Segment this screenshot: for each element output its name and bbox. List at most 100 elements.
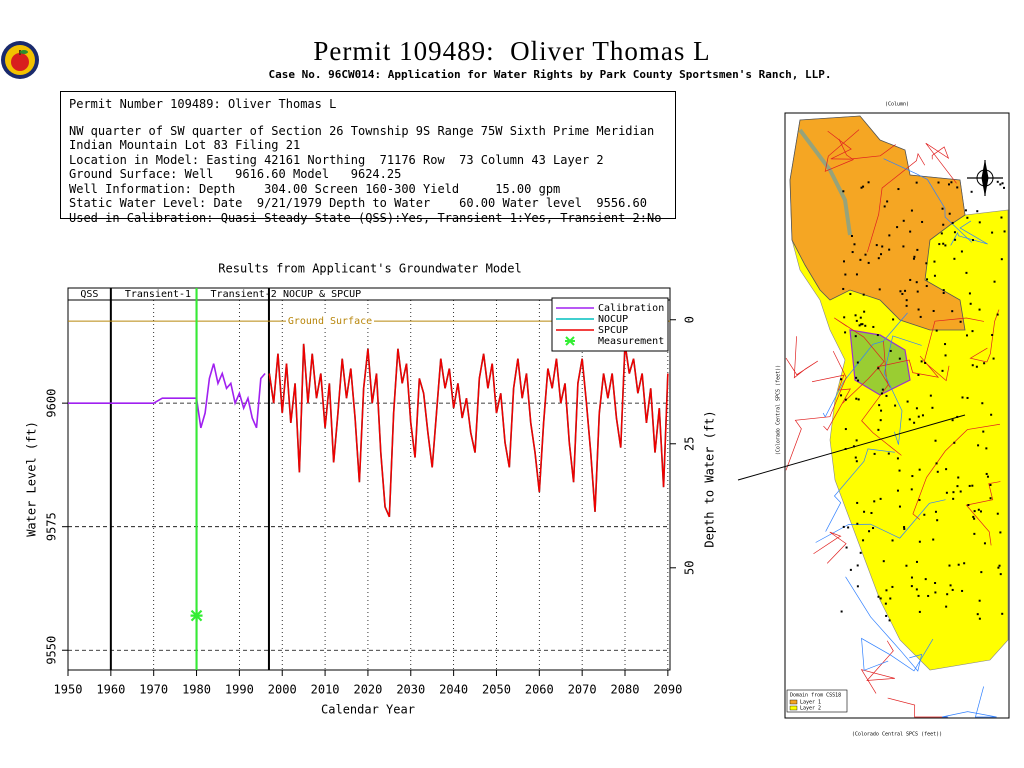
map-x-label: (Colorado Central SPCS (feet)) — [852, 732, 942, 738]
map-well — [991, 333, 994, 336]
map-well — [849, 292, 852, 295]
map-well — [983, 542, 986, 545]
map-well — [888, 234, 891, 237]
map-well — [945, 605, 948, 608]
map-well — [967, 504, 970, 507]
map-road — [861, 637, 934, 672]
map-well — [1001, 612, 1004, 615]
map-road — [811, 374, 851, 431]
map-well — [961, 396, 964, 399]
map-well — [931, 406, 934, 409]
map-well — [844, 428, 847, 431]
map-well — [951, 419, 954, 422]
map-well — [845, 546, 848, 549]
map-well — [885, 394, 888, 397]
map-well — [942, 289, 945, 292]
map-well — [842, 190, 845, 193]
map-well — [873, 452, 876, 455]
map-well — [925, 285, 928, 288]
map-well — [992, 357, 995, 360]
map-well — [934, 582, 937, 585]
map-well — [891, 539, 894, 542]
series-line — [268, 343, 669, 518]
map-well — [968, 292, 971, 295]
map-well — [860, 186, 863, 189]
map-well — [932, 309, 935, 312]
ground-surface-label: Ground Surface — [288, 316, 372, 327]
map-well — [857, 379, 860, 382]
map-well — [957, 476, 960, 479]
map-well — [1001, 182, 1004, 185]
map-well — [961, 589, 964, 592]
map-well — [1003, 230, 1006, 233]
map-well — [970, 190, 973, 193]
info-line: Used in Calibration: Quasi-Steady State … — [69, 210, 662, 225]
map-well — [945, 491, 948, 494]
y2-tick-label: 25 — [683, 437, 697, 451]
map-well — [902, 245, 905, 248]
map-well — [888, 248, 891, 251]
map-well — [843, 316, 846, 319]
map-y-label: (Colorado Central SPCS (feet)) — [776, 365, 782, 455]
legend-marker — [565, 336, 575, 346]
map-well — [873, 500, 876, 503]
map-well — [925, 262, 928, 265]
x-tick-label: 2060 — [525, 683, 554, 697]
map-well — [851, 251, 854, 254]
map-well — [933, 260, 936, 263]
map-well — [915, 181, 918, 184]
map-well — [969, 302, 972, 305]
map-well — [948, 564, 951, 567]
plot-frame — [67, 287, 671, 671]
map-well — [1000, 258, 1003, 261]
map-well — [977, 508, 980, 511]
map-well — [942, 291, 945, 294]
map-well — [911, 475, 914, 478]
info-line: NW quarter of SW quarter of Section 26 T… — [69, 123, 655, 138]
map-road — [845, 576, 923, 672]
map-well — [901, 292, 904, 295]
map-well — [989, 483, 992, 486]
map-well — [917, 594, 920, 597]
map-well — [850, 234, 853, 237]
map-well — [880, 392, 883, 395]
map-road — [877, 355, 940, 388]
map-well — [915, 281, 918, 284]
map-well — [934, 439, 937, 442]
map-well — [982, 430, 985, 433]
map-well — [906, 400, 909, 403]
pointer-line — [737, 414, 966, 481]
map-well — [1000, 216, 1003, 219]
x-tick-label: 2070 — [568, 683, 597, 697]
map-well — [953, 441, 956, 444]
map-well — [971, 484, 974, 487]
series-line — [268, 343, 669, 518]
map: Domain from CSS18 Layer 1 Layer 2 (Color… — [776, 102, 1010, 738]
map-well — [966, 396, 969, 399]
chart-title: Results from Applicant's Groundwater Mod… — [218, 262, 521, 276]
series-line — [68, 363, 266, 429]
map-well — [951, 221, 954, 224]
map-well — [856, 564, 859, 567]
map-road — [923, 317, 985, 382]
map-well — [883, 205, 886, 208]
map-well — [868, 530, 871, 533]
map-well — [991, 231, 994, 234]
map-well — [979, 510, 982, 513]
map-road — [813, 531, 847, 564]
map-road — [827, 130, 896, 160]
map-legend-item: Layer 2 — [800, 706, 821, 712]
map-well — [884, 602, 887, 605]
map-well — [918, 468, 921, 471]
map-well — [917, 415, 920, 418]
map-well — [854, 314, 857, 317]
page-title: Permit 109489: Oliver Thomas L — [313, 36, 711, 66]
map-well — [861, 323, 864, 326]
map-well — [867, 261, 870, 264]
map-well — [885, 614, 888, 617]
map-well — [927, 594, 930, 597]
map-well — [933, 274, 936, 277]
map-well — [938, 243, 941, 246]
map-well — [1003, 186, 1006, 189]
